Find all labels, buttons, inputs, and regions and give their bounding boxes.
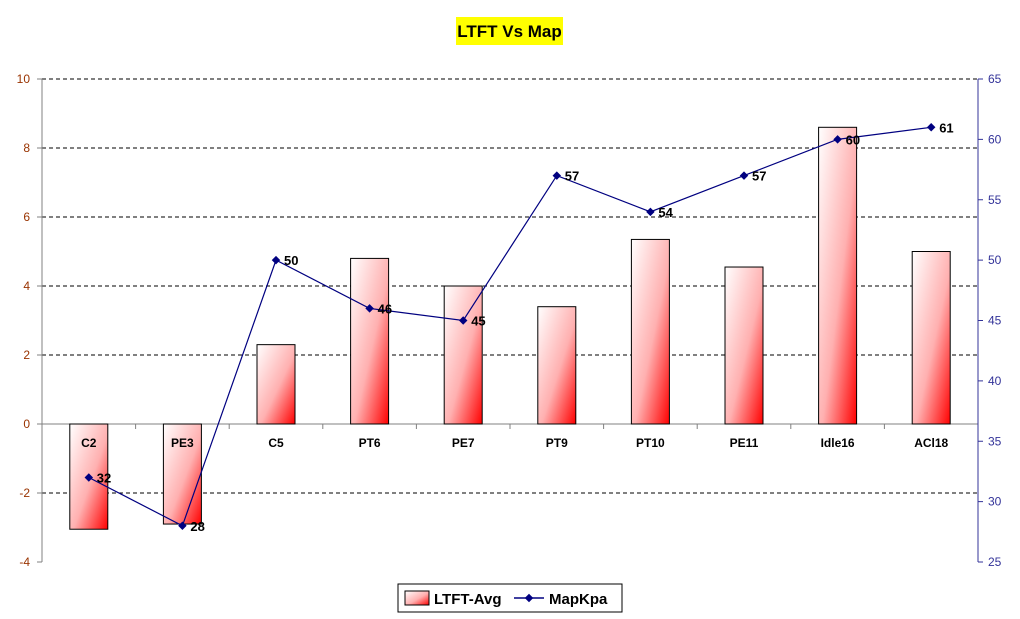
data-label: 45	[471, 314, 485, 329]
chart-title: LTFT Vs Map	[457, 22, 562, 41]
category-label: ACl18	[914, 436, 948, 450]
left-tick-label: 4	[23, 279, 30, 293]
bar-series-ltft-avg	[69, 126, 951, 530]
right-tick-label: 65	[988, 72, 1002, 86]
right-tick-label: 60	[988, 132, 1002, 146]
left-tick-label: -4	[19, 555, 30, 569]
bar	[162, 423, 202, 525]
legend-frame	[397, 583, 623, 613]
right-tick-label: 35	[988, 434, 1002, 448]
bar	[724, 266, 764, 425]
data-label: 46	[378, 301, 392, 316]
legend-label-ltft-avg: LTFT-Avg	[434, 591, 502, 608]
bar	[911, 251, 951, 425]
data-label: 60	[846, 132, 860, 147]
bar	[630, 238, 670, 425]
category-label: C2	[81, 436, 97, 450]
category-label: PT6	[359, 436, 381, 450]
category-label: PT10	[636, 436, 665, 450]
bar	[350, 257, 390, 425]
left-tick-label: 10	[17, 72, 31, 86]
point	[926, 123, 936, 132]
legend: LTFT-Avg MapKpa	[397, 583, 623, 613]
point	[646, 207, 655, 217]
legend-bar-swatch	[404, 590, 430, 606]
data-label: 32	[97, 470, 111, 485]
category-labels: C2 PE3 C5 PT6 PE7 PT9 PT10 PE11 Idle16 ACl18	[81, 436, 948, 450]
point	[365, 304, 374, 313]
category-label: PT9	[546, 436, 568, 450]
point	[739, 171, 749, 180]
category-label: PE11	[730, 436, 759, 450]
point	[458, 316, 468, 325]
right-tick-label: 55	[988, 193, 1002, 207]
category-label: PE7	[452, 436, 475, 450]
bar	[443, 285, 483, 425]
right-tick-label: 50	[988, 253, 1002, 267]
right-tick-label: 30	[988, 495, 1002, 509]
data-label: 50	[284, 253, 298, 268]
category-label: PE3	[171, 436, 194, 450]
point	[552, 171, 562, 180]
point	[84, 473, 94, 482]
bar	[818, 126, 858, 425]
point	[271, 255, 281, 265]
data-label: 61	[939, 120, 953, 135]
left-tick-label: 6	[23, 210, 30, 224]
series-line	[88, 126, 932, 527]
category-label: C5	[268, 436, 284, 450]
data-label: 57	[565, 169, 579, 184]
data-label: 57	[752, 169, 766, 184]
data-label: 54	[658, 205, 673, 220]
left-tick-label: 0	[23, 417, 30, 431]
data-label: 28	[190, 519, 204, 534]
bar	[256, 344, 296, 425]
right-axis: 25 30 35 40 45 50 55 60 65	[977, 72, 1002, 569]
right-tick-label: 25	[988, 555, 1002, 569]
left-tick-label: 2	[23, 348, 30, 362]
left-tick-label: -2	[19, 486, 30, 500]
right-tick-label: 40	[988, 374, 1002, 388]
right-tick-label: 45	[988, 314, 1002, 328]
legend-label-mapkpa: MapKpa	[549, 591, 608, 608]
category-label: Idle16	[821, 436, 855, 450]
left-axis: -4 -2 0 2 4 6 8 10	[17, 72, 43, 569]
chart-title-background	[456, 17, 563, 45]
legend-line-marker	[524, 593, 534, 603]
left-tick-label: 8	[23, 141, 30, 155]
bar	[537, 306, 577, 425]
